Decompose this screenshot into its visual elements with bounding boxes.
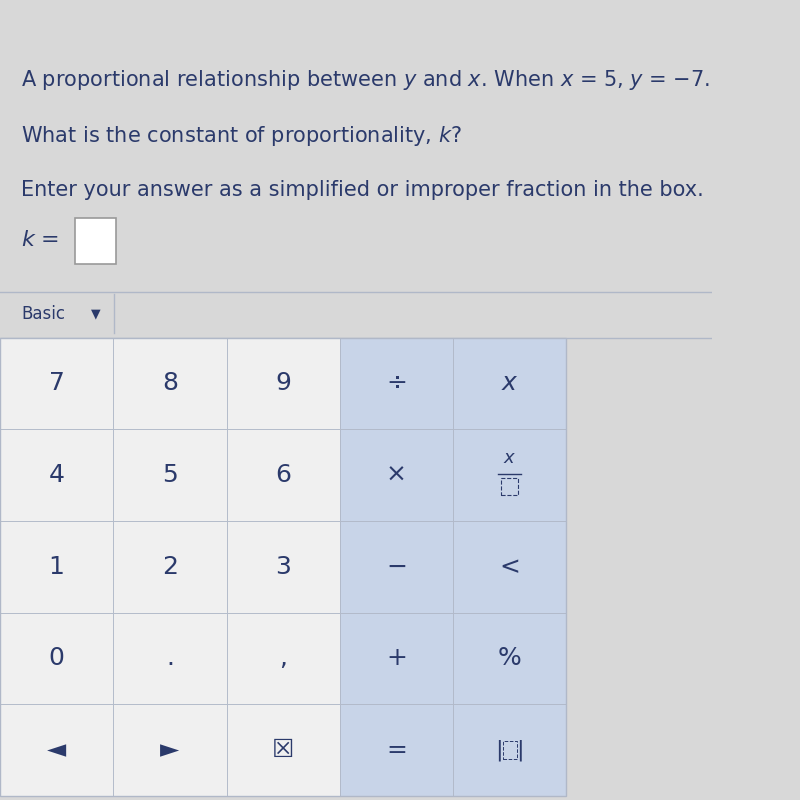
FancyBboxPatch shape [0, 338, 114, 430]
Text: A proportional relationship between $y$ and $x$. When $x$ = 5, $y$ = −7.: A proportional relationship between $y$ … [22, 68, 710, 92]
Text: 2: 2 [162, 555, 178, 579]
Text: −: − [386, 555, 407, 579]
Text: 7: 7 [49, 371, 65, 395]
FancyBboxPatch shape [0, 521, 114, 613]
FancyBboxPatch shape [502, 742, 517, 759]
Text: ,: , [279, 646, 287, 670]
FancyBboxPatch shape [0, 430, 114, 521]
Text: %: % [498, 646, 522, 670]
FancyBboxPatch shape [340, 704, 453, 796]
Text: $k$ =: $k$ = [22, 230, 59, 250]
FancyBboxPatch shape [114, 613, 226, 704]
Text: 9: 9 [275, 371, 291, 395]
FancyBboxPatch shape [453, 338, 566, 430]
FancyBboxPatch shape [340, 430, 453, 521]
Text: $x$: $x$ [503, 449, 516, 467]
FancyBboxPatch shape [0, 704, 114, 796]
Text: 5: 5 [162, 463, 178, 487]
FancyBboxPatch shape [226, 613, 340, 704]
Text: +: + [386, 646, 407, 670]
Text: ☒: ☒ [272, 738, 294, 762]
Text: 8: 8 [162, 371, 178, 395]
FancyBboxPatch shape [340, 338, 453, 430]
FancyBboxPatch shape [114, 521, 226, 613]
FancyBboxPatch shape [74, 218, 116, 264]
Text: ►: ► [160, 738, 179, 762]
Text: 4: 4 [49, 463, 65, 487]
FancyBboxPatch shape [226, 521, 340, 613]
FancyBboxPatch shape [453, 613, 566, 704]
Text: 1: 1 [49, 555, 65, 579]
Text: ÷: ÷ [386, 371, 407, 395]
FancyBboxPatch shape [453, 521, 566, 613]
Text: $x$: $x$ [501, 371, 518, 395]
FancyBboxPatch shape [501, 478, 518, 495]
Text: ×: × [386, 463, 407, 487]
FancyBboxPatch shape [453, 704, 566, 796]
FancyBboxPatch shape [340, 613, 453, 704]
FancyBboxPatch shape [226, 430, 340, 521]
FancyBboxPatch shape [114, 430, 226, 521]
FancyBboxPatch shape [226, 704, 340, 796]
Text: 6: 6 [275, 463, 291, 487]
FancyBboxPatch shape [226, 338, 340, 430]
Text: 0: 0 [49, 646, 65, 670]
FancyBboxPatch shape [114, 704, 226, 796]
Text: Enter your answer as a simplified or improper fraction in the box.: Enter your answer as a simplified or imp… [22, 180, 704, 200]
Text: <: < [499, 555, 520, 579]
Text: 3: 3 [275, 555, 291, 579]
Text: =: = [386, 738, 407, 762]
Text: |: | [495, 739, 502, 761]
Text: ▼: ▼ [91, 307, 101, 320]
FancyBboxPatch shape [0, 613, 114, 704]
FancyBboxPatch shape [340, 521, 453, 613]
FancyBboxPatch shape [453, 430, 566, 521]
Text: What is the constant of proportionality, $k$?: What is the constant of proportionality,… [22, 124, 462, 148]
Text: |: | [517, 739, 524, 761]
Text: Basic: Basic [22, 305, 66, 322]
Text: .: . [166, 646, 174, 670]
FancyBboxPatch shape [114, 338, 226, 430]
Text: ◄: ◄ [47, 738, 66, 762]
